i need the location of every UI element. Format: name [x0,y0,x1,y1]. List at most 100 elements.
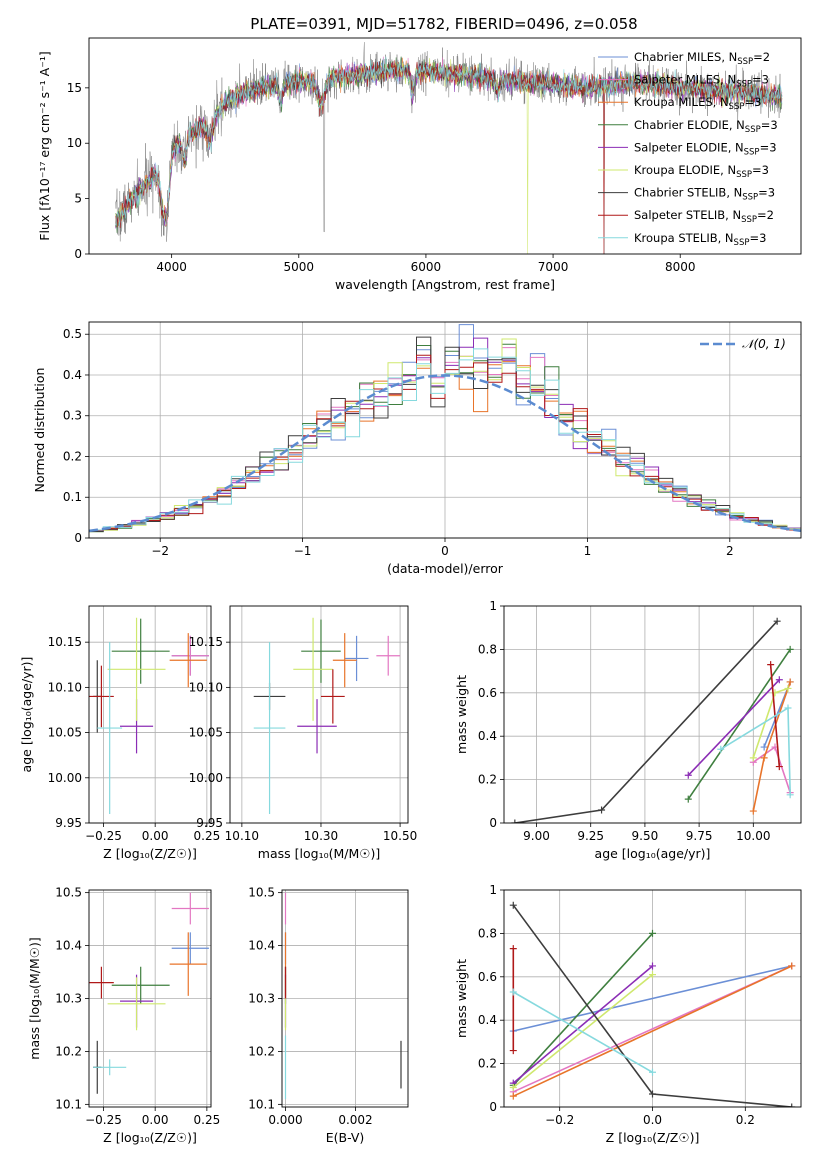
mass-weight-marker [511,819,519,823]
legend-label: Salpeter STELIB, NSSP=2 [634,208,774,225]
y-tick-label: 1 [489,599,497,613]
mass-weight-line [512,932,654,1086]
mass-weight-marker [749,754,757,762]
legend-label: Salpeter MILES, NSSP=3 [634,73,769,90]
x-tick-label: 0.0 [643,1113,662,1127]
x-axis-label: age [log₁₀(age/yr)] [595,846,711,861]
x-tick-label: 1 [584,544,592,558]
y-tick-label: 10.3 [55,992,82,1006]
mass-weight-vs-metallicity-panel: −0.2 0.0 0.2 0 0.2 0.4 0.6 0.8 1 Z [log₁₀(Z/Z☉)] m… [454,883,802,1145]
x-tick-label: 0.00 [142,829,169,843]
y-tick-label: 0.4 [63,368,82,382]
mass-weight-vs-age-panel: 9.00 9.25 9.50 9.75 10.00 0 0.2 0.4 0.6 0.8 1 age [… [454,599,802,861]
y-tick-label: 0.6 [478,970,497,984]
mass-weight-marker [788,962,796,970]
legend-label: Kroupa ELODIE, NSSP=3 [634,163,769,180]
y-tick-label: 9.95 [196,816,223,830]
x-tick-label: 0.002 [338,1113,372,1127]
x-tick-label: 10.50 [383,829,417,843]
x-tick-label: 0 [441,544,449,558]
plot-area [115,42,783,254]
mass-weight-marker [773,617,781,625]
y-axis-label: Normed distribution [32,368,47,493]
y-tick-label: 0.4 [478,1013,497,1027]
plot-area [89,892,209,1094]
y-tick-label: 10.4 [248,939,275,953]
mass-weight-marker [788,1103,796,1107]
x-tick-label: −2 [151,544,169,558]
legend-label: 𝒩(0, 1) [742,337,786,351]
mass-vs-extinction-panel: 0.000 0.002 10.1 10.2 10.3 10.4 10.5 E(B-V) [248,886,409,1145]
x-tick-label: 8000 [665,260,696,274]
mass-weight-marker [509,1083,517,1091]
mass-weight-line [513,965,792,1032]
mass-weight-marker [760,743,768,751]
y-tick-label: 10.15 [189,635,223,649]
y-tick-label: 0.5 [63,327,82,341]
mass-weight-marker [598,806,606,814]
x-tick-label: 0.25 [194,829,221,843]
legend-label: Kroupa MILES, NSSP=3 [634,95,761,112]
residual-histogram-line [89,348,801,531]
x-tick-label: 0.2 [736,1113,755,1127]
y-tick-label: 10.10 [48,680,82,694]
plot-area [89,324,801,533]
x-tick-label: 4000 [156,260,187,274]
y-tick-label: 0.2 [478,1057,497,1071]
mass-weight-marker [775,676,783,684]
mass-weight-marker [649,962,656,970]
x-tick-label: 9.50 [632,829,659,843]
mass-weight-marker [775,763,783,771]
mass-weight-marker [717,745,725,753]
mass-weight-marker [649,929,656,937]
x-tick-label: 9.75 [686,829,713,843]
mass-weight-line [512,973,654,1089]
mass-weight-marker [509,1047,517,1055]
x-tick-label: 10.00 [736,829,770,843]
y-tick-label: 15 [67,81,82,95]
age-vs-mass-panel: 10.10 10.30 10.50 9.95 10.00 10.05 10.10 10.15 m… [189,605,417,861]
legend-label: Kroupa STELIB, NSSP=3 [634,231,766,248]
y-tick-label: 0.3 [63,409,82,423]
x-tick-label: 10.30 [304,829,338,843]
y-tick-label: 10.15 [48,635,82,649]
mass-weight-line [512,965,793,1097]
mass-weight-line [514,620,778,823]
plot-area [284,892,402,1100]
y-tick-label: 10.10 [189,680,223,694]
y-tick-label: 0.6 [478,686,497,700]
mass-weight-marker [509,1092,517,1100]
mass-weight-marker [767,661,775,669]
y-tick-label: 10.5 [248,886,275,900]
x-tick-label: −1 [294,544,312,558]
y-tick-label: 0 [74,531,82,545]
y-tick-label: 10.00 [189,771,223,785]
plot-area [89,617,209,814]
mass-weight-marker [509,901,517,909]
legend-label: Chabrier ELODIE, NSSP=3 [634,118,778,135]
mass-weight-marker [749,807,757,815]
plot-area [509,901,796,1107]
x-axis-label: Z [log₁₀(Z/Z☉)] [103,1130,197,1145]
legend-label: Salpeter ELODIE, NSSP=3 [634,140,777,157]
legend-label: Chabrier MILES, NSSP=2 [634,50,770,67]
y-axis-label: age [log₁₀(age/yr)] [19,657,34,773]
y-tick-label: 10.4 [55,939,82,953]
mass-weight-marker [786,678,794,686]
x-axis-label: (data-model)/error [387,561,504,576]
mass-weight-marker [784,704,792,712]
y-tick-label: 0.2 [63,449,82,463]
mass-vs-metallicity-panel: −0.25 0.00 0.25 10.1 10.2 10.3 10.4 10.5 Z [log₁… [27,886,220,1145]
mass-weight-marker [784,684,792,692]
mass-weight-marker [786,791,794,799]
y-tick-label: 10.05 [189,726,223,740]
y-axis-label: mass weight [454,959,469,1038]
y-tick-label: 5 [74,192,82,206]
x-tick-label: 0.000 [268,1113,302,1127]
x-tick-label: 9.00 [523,829,550,843]
mass-weight-marker [649,1090,656,1098]
y-tick-label: 0.1 [63,490,82,504]
x-tick-label: −0.25 [85,829,122,843]
x-axis-label: mass [log₁₀(M/M☉)] [258,846,380,861]
